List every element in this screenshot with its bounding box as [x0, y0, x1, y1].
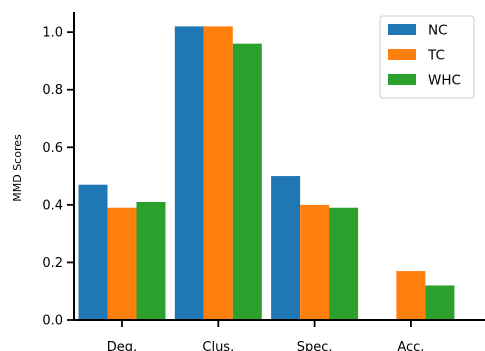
- x-tick-label: Deg.: [107, 340, 137, 351]
- legend-label-tc: TC: [427, 48, 445, 64]
- y-tick-label: 0.6: [42, 141, 63, 156]
- y-tick-label: 1.0: [42, 26, 63, 41]
- y-tick-label: 0.8: [42, 83, 63, 98]
- bar-whc-1: [232, 43, 262, 321]
- x-axis-ticks: Deg. Clus. Spec. Acc.: [107, 320, 424, 351]
- y-axis-label: MMD Scores: [11, 134, 24, 202]
- x-tick-label: Spec.: [297, 340, 333, 351]
- bar-nc-0: [78, 184, 108, 320]
- legend-label-whc: WHC: [428, 73, 461, 89]
- x-tick-label: Clus.: [202, 340, 234, 351]
- bar-tc-0: [107, 207, 137, 320]
- bars: [78, 26, 455, 321]
- bar-whc-0: [136, 201, 166, 320]
- bar-tc-2: [300, 204, 330, 320]
- y-tick-label: 0.0: [42, 314, 63, 329]
- legend-swatch-whc: [388, 74, 416, 85]
- bar-whc-3: [425, 285, 455, 320]
- bar-whc-2: [329, 207, 359, 320]
- x-tick-label: Acc.: [397, 340, 424, 351]
- bar-tc-3: [396, 271, 426, 320]
- bar-tc-1: [203, 26, 233, 321]
- y-tick-label: 0.4: [42, 198, 63, 213]
- y-axis-ticks: 0.0 0.2 0.4 0.6 0.8 1.0: [42, 26, 74, 329]
- legend-swatch-tc: [388, 49, 416, 60]
- bar-nc-2: [271, 176, 301, 320]
- legend-label-nc: NC: [428, 23, 448, 39]
- bar-nc-1: [174, 26, 204, 321]
- y-tick-label: 0.2: [42, 256, 63, 271]
- legend: NC TC WHC: [379, 15, 475, 99]
- legend-swatch-nc: [388, 24, 416, 35]
